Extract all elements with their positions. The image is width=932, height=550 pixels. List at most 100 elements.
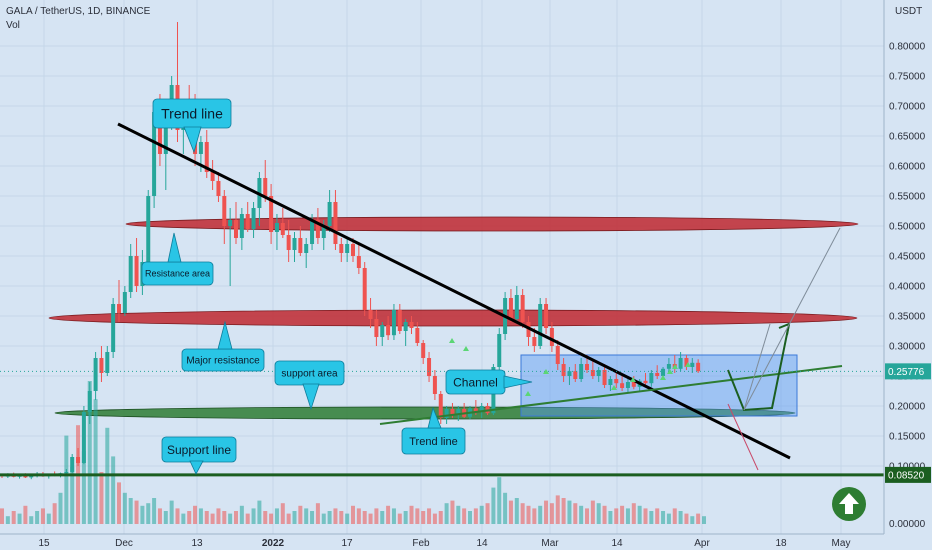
candle-body (567, 371, 572, 376)
callout-major-resistance: Major resistance (181, 320, 265, 372)
volume-bar (362, 511, 367, 524)
volume-bar (514, 498, 519, 524)
price-badge-text: 0.25776 (888, 367, 925, 378)
candle-body (473, 408, 478, 412)
volume-bar (216, 508, 221, 524)
volume-bar (280, 503, 285, 524)
price-tick-label: 0.45000 (889, 252, 926, 263)
volume-bar (368, 513, 373, 524)
candle-body (29, 475, 34, 478)
volume-bar (538, 505, 543, 524)
volume-bar (690, 516, 695, 524)
volume-bar (380, 511, 385, 524)
candle-body (315, 220, 320, 238)
candle-body (105, 352, 110, 373)
buy-signal-marker (525, 391, 531, 396)
volume-bar (661, 511, 666, 524)
volume-bar (345, 513, 350, 524)
annotation-labels: Trend line Resistance area Major resistanc… (141, 98, 533, 475)
time-tick-label: 17 (341, 538, 353, 549)
buy-signal-marker (611, 385, 617, 390)
volume-bar (263, 511, 268, 524)
candle-body (351, 244, 355, 256)
buy-signal-marker (630, 377, 636, 382)
candle-body (280, 223, 285, 235)
volume-bar (391, 508, 396, 524)
candle-body (64, 472, 69, 474)
callout-text: support area (281, 369, 338, 380)
volume-bar (374, 508, 379, 524)
volume-bar (620, 505, 625, 524)
volume-bar (17, 513, 22, 524)
volume-bar (579, 505, 584, 524)
descending-trend-line (117, 122, 791, 460)
candle-body (602, 370, 607, 385)
candle-body (128, 256, 133, 292)
candle-body (514, 295, 519, 319)
candle-body (661, 368, 666, 376)
candle-body (117, 304, 121, 313)
time-tick-label: 13 (191, 538, 203, 549)
volume-bar (245, 513, 250, 524)
volume-bar (292, 511, 297, 524)
volume-bar (333, 508, 338, 524)
candle-body (643, 380, 648, 384)
arrow-up-icon[interactable] (832, 487, 866, 521)
candle-body (269, 196, 274, 232)
volume-indicator-label: Vol (6, 20, 20, 31)
volume-bar (520, 503, 525, 524)
volume-bar (503, 492, 508, 524)
volume-bar (298, 505, 303, 524)
candle-body (380, 325, 385, 337)
symbol-title: GALA / TetherUS, 1D, BINANCE (6, 6, 151, 17)
time-axis[interactable]: 15 Dec 13 2022 17 Feb 14 Mar 14 Apr 18 May (0, 533, 884, 549)
candle-body (70, 457, 75, 472)
volume-bar (444, 503, 449, 524)
volume-bar (678, 511, 683, 524)
price-axis[interactable]: 0.80000 0.75000 0.70000 0.65000 0.60000 0.550… (883, 0, 931, 534)
volume-bar (327, 511, 332, 524)
volume-bar (23, 505, 28, 524)
volume-bar (52, 503, 57, 524)
volume-bar (655, 508, 660, 524)
volume-bar (497, 477, 502, 524)
candle-body (362, 268, 367, 310)
volume-bar (351, 505, 355, 524)
candle-body (444, 409, 449, 418)
volume-bar (251, 508, 256, 524)
buy-signal-marker (449, 338, 455, 343)
candle-body (620, 383, 625, 388)
candle-body (310, 220, 315, 244)
candle-body (152, 112, 157, 196)
volume-bar (479, 505, 484, 524)
callout-text: Support line (167, 443, 231, 457)
buy-signal-marker (660, 375, 666, 380)
candle-body (532, 337, 537, 346)
price-tick-label: 0.15000 (889, 432, 926, 443)
candle-body (298, 238, 303, 253)
volume-bar (11, 511, 16, 524)
candle-body (163, 118, 168, 154)
volume-bar (427, 508, 432, 524)
volume-bar (526, 505, 531, 524)
volume-bar (567, 500, 572, 524)
support-price-badge: 0.08520 (885, 466, 931, 483)
candle-body (386, 325, 391, 336)
candle-body (327, 202, 332, 226)
volume-bar (450, 500, 455, 524)
volume-bar (228, 513, 233, 524)
volume-bar (58, 492, 63, 524)
time-tick-label: 14 (611, 538, 623, 549)
candle-body (356, 256, 361, 268)
volume-bar (64, 435, 69, 524)
callout-tail (503, 375, 533, 389)
callout-tail (167, 232, 182, 263)
price-tick-label: 0.55000 (889, 192, 926, 203)
volume-bar (181, 513, 186, 524)
candle-body (234, 220, 238, 238)
volume-bar (87, 381, 92, 524)
candle-body (368, 310, 373, 319)
volume-bar (210, 513, 215, 524)
volume-bar (637, 505, 642, 524)
